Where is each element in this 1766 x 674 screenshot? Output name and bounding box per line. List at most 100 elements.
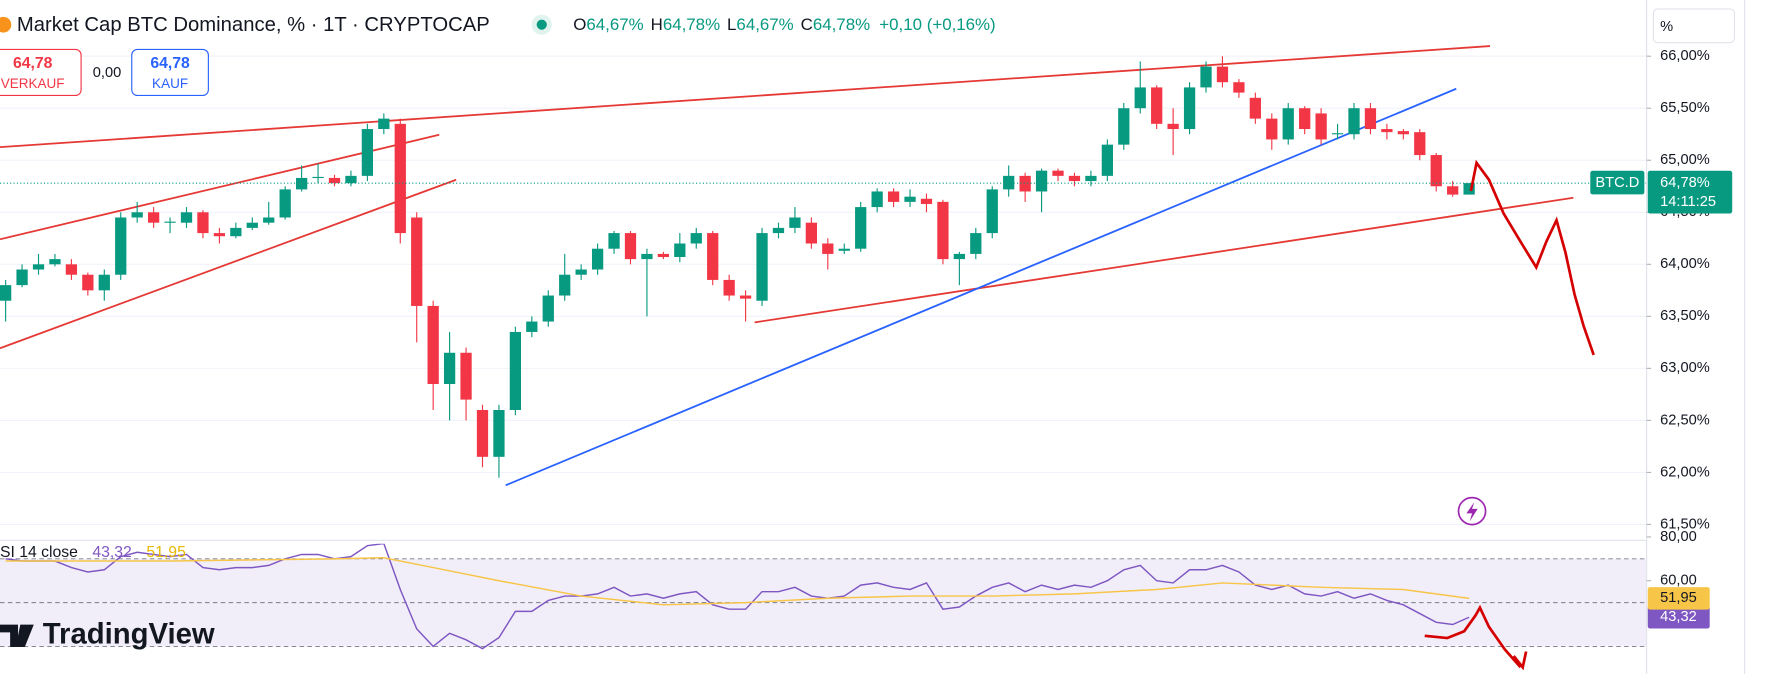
candle-body [147,212,160,223]
last-price-badge [1647,170,1733,214]
sell-label[interactable]: VERKAUF [1,76,65,91]
candle-body [246,222,258,228]
candle-body [131,212,143,218]
chart-title: Market Cap BTC Dominance, % · 1T · CRYPT… [17,14,490,36]
candle-body [443,352,456,384]
candle-body [1183,87,1196,130]
candle-body [230,227,242,237]
axis-labels: 61,50%62,00%62,50%63,00%63,50%64,00%64,5… [1590,48,1733,629]
candle-body [805,222,818,244]
candle-body [1249,97,1261,119]
candle-body [1266,118,1278,140]
candle-body [789,217,801,228]
candle-body [1151,87,1163,124]
last-price-name: BTC.D [1595,175,1639,191]
candle-body [1019,175,1031,192]
countdown: 14:11:25 [1660,194,1716,210]
candle-body [1068,175,1081,182]
alert-icon-bolt[interactable] [1466,502,1478,522]
candle-body [871,191,883,208]
drawings [0,45,1574,487]
candle-body [674,243,686,258]
candle-body [822,243,834,254]
trend-line [0,178,457,350]
candle-body [657,253,670,258]
value-badge-label: 43,32 [1660,609,1697,625]
candle-body [1348,108,1360,135]
candle-body [1331,133,1344,135]
logo: TradingView [43,619,215,651]
candle-body [65,264,78,275]
buy-button[interactable] [131,48,209,97]
rsi-line [5,557,1470,606]
value-badge [1647,606,1710,629]
candle-body [1216,66,1229,83]
candle-body [887,191,900,202]
candle-body [1414,132,1426,156]
ohlc-value: 64,78% [813,15,870,34]
ohlc-key: H [651,15,663,34]
candle-body [164,221,176,223]
y-tick-label: 62,50% [1660,412,1710,428]
candle-body [1167,123,1179,130]
candle-body [411,217,423,306]
candle-body [1003,175,1015,190]
status-dot [536,19,547,30]
candle-body [263,217,275,223]
candle-body [394,123,406,234]
candle-body [575,269,587,275]
rsi-lines [5,543,1470,650]
candle-body [98,274,110,291]
sell-price[interactable]: 64,78 [13,55,53,72]
buy-price[interactable]: 64,78 [150,55,190,72]
candle-body [1447,186,1459,195]
candle-body [1052,170,1064,176]
candle-body [476,409,489,457]
candle-body [180,212,193,223]
last-price-name-bg [1590,170,1645,195]
y-tick-label: 61,50% [1660,516,1710,532]
y-tick-label: 80,00 [1660,529,1697,545]
candle-body [49,259,61,265]
trend-line [0,45,1491,149]
sell-button[interactable] [0,48,82,97]
candle-body [559,274,571,296]
candle-body [345,175,357,184]
candle-body [624,233,637,260]
ohlc-value: 64,67% [736,15,793,34]
candle-body [1035,170,1048,192]
buy-label[interactable]: KAUF [152,76,188,91]
candle-body [279,189,291,218]
y-tick-label: 63,50% [1660,308,1710,324]
unit-label[interactable]: % [1660,19,1673,35]
ohlc-key: L [727,15,736,34]
candle-body [591,248,604,270]
candle-body [739,295,752,299]
candle-body [1463,183,1475,195]
candle-body [1299,108,1311,130]
candle-body [838,248,850,251]
unit-button[interactable] [1652,8,1736,44]
candle-body [756,233,768,301]
rsi-band [0,558,1647,647]
candle-body [920,198,933,204]
side-toolbar [1744,0,1766,674]
candle-body [723,279,735,296]
candle-body [1364,108,1377,130]
candle-body [986,189,998,234]
last-price-label: 64,78% [1660,175,1710,191]
candle-body [1315,113,1327,140]
candle-body [641,253,653,260]
candle-body [1233,82,1245,93]
candle-body [82,274,94,291]
candle-body [328,177,341,184]
hand-drawing [1469,159,1595,356]
ohlc-legend: O64,67% H64,78% L64,67% C64,78% +0,10 (+… [573,15,995,34]
y-tick-label: 65,50% [1660,100,1710,116]
y-tick-label: 64,00% [1660,256,1710,272]
candles [0,56,1647,478]
candle-body [953,253,965,260]
symbol-icon [0,16,12,33]
